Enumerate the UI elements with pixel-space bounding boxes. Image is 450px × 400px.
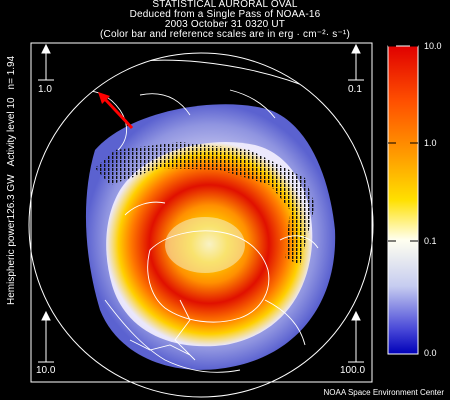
colorbar-label-0-1: 0.1: [424, 236, 437, 246]
reference-scale-markers: [38, 43, 364, 363]
colorbar: [387, 45, 419, 355]
ref-scale-top-right: 0.1: [348, 84, 362, 95]
colorbar-label-1: 1.0: [424, 138, 437, 148]
colorbar-ticks: [388, 45, 418, 242]
credit-text: NOAA Space Environment Center: [323, 388, 444, 397]
polar-cap: [165, 217, 245, 273]
globe-outline: [28, 52, 374, 398]
map-timestamp: 2003 October 31 0320 UT: [164, 19, 286, 30]
units-note: (Color bar and reference scales are in e…: [100, 29, 350, 40]
map-subtitle: Deduced from a Single Pass of NOAA-16: [129, 9, 321, 20]
satellite-track: [95, 142, 315, 265]
colorbar-label-min: 0.0: [424, 348, 437, 358]
plot-frame: [30, 42, 373, 383]
sun-arrow-head: [98, 92, 110, 104]
ref-scale-bottom-left: 10.0: [36, 365, 56, 376]
ref-scale-top-left: 1.0: [38, 84, 52, 95]
map-title: STATISTICAL AURORAL OVAL: [152, 0, 298, 10]
colorbar-label-max: 10.0: [424, 41, 442, 51]
sun-direction-arrow: [101, 95, 134, 130]
ref-scale-bottom-right: 100.0: [340, 365, 366, 376]
